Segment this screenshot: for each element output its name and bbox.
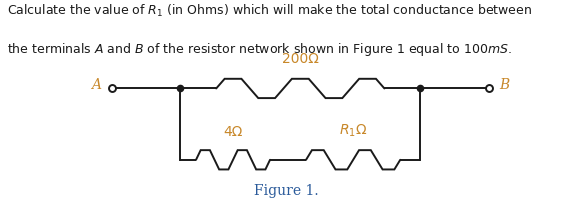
Text: Figure 1.: Figure 1.	[254, 183, 318, 197]
Text: $R_1$Ω: $R_1$Ω	[339, 122, 367, 138]
Text: Calculate the value of $R_1$ (in Ohms) which will make the total conductance bet: Calculate the value of $R_1$ (in Ohms) w…	[7, 3, 532, 19]
Text: A: A	[92, 78, 101, 92]
Text: 200Ω: 200Ω	[282, 51, 319, 65]
Text: 4Ω: 4Ω	[223, 124, 243, 138]
Text: the terminals $A$ and $B$ of the resistor network shown in Figure 1 equal to 100: the terminals $A$ and $B$ of the resisto…	[7, 41, 512, 58]
Text: B: B	[499, 78, 510, 92]
